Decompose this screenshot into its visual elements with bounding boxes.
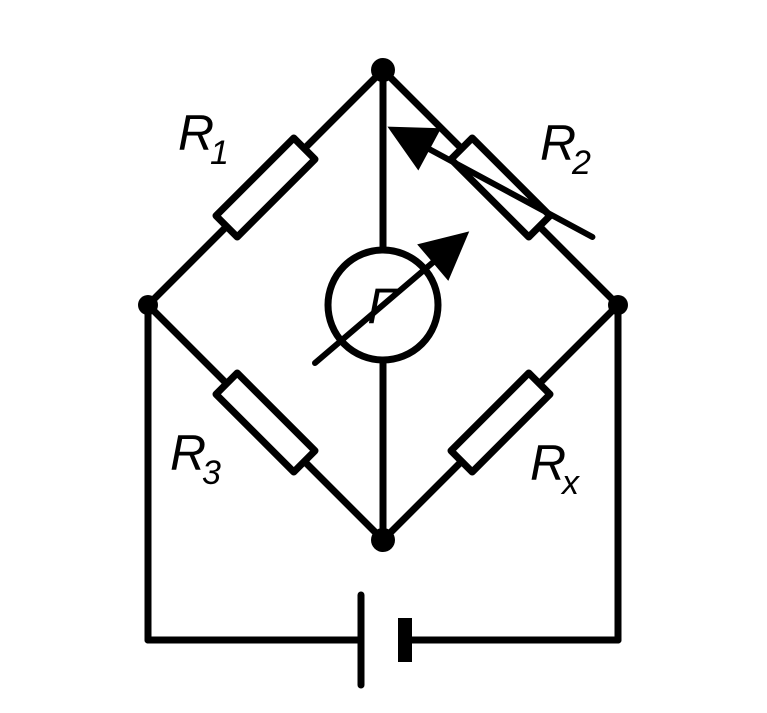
wire [539,305,618,384]
wire [304,461,383,540]
label-sub-Rx: x [560,464,580,502]
wire [148,226,227,305]
label-sub-R2: 2 [571,144,591,182]
wire [383,70,462,149]
node-dot [371,58,395,82]
label-R2: R [540,115,576,171]
wire [304,70,383,149]
label-Rx: R [530,435,566,491]
label-R1: R [178,105,214,161]
label-sub-R3: 3 [202,454,221,492]
node-dot [138,295,158,315]
battery-short-plate [398,618,412,662]
resistor-R3 [216,373,315,472]
wire [539,226,618,305]
wheatstone-bridge-diagram: R1R2R3RxГ [0,0,767,713]
node-dot [371,528,395,552]
resistor-R1 [216,138,315,237]
wire [383,461,462,540]
galvanometer-letter: Г [367,278,398,334]
wire [148,305,227,384]
label-sub-R1: 1 [210,134,229,172]
node-dot [608,295,628,315]
label-R3: R [170,425,206,481]
